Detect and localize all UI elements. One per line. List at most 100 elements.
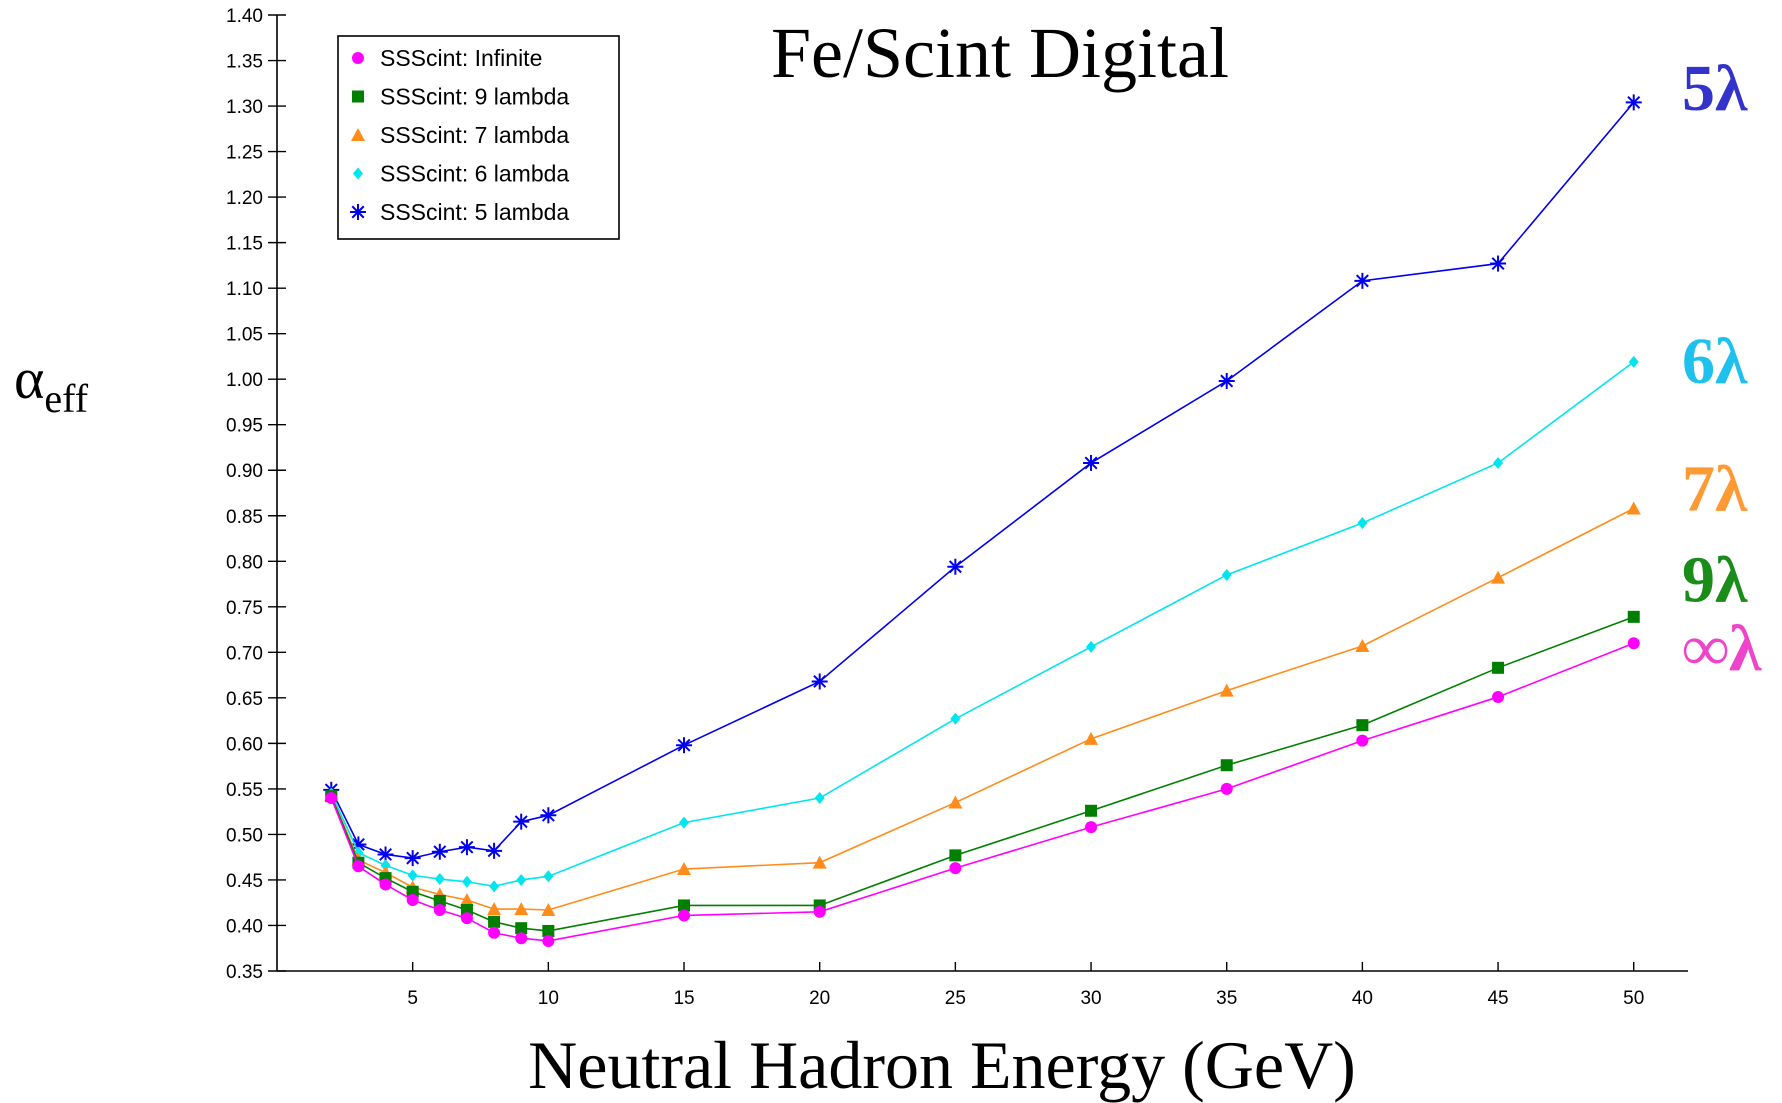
data-point xyxy=(1490,255,1507,272)
data-point xyxy=(1083,454,1100,471)
y-axis-label-sub: eff xyxy=(44,376,88,421)
data-point xyxy=(488,926,501,939)
data-point xyxy=(1354,272,1371,289)
y-tick-label: 0.45 xyxy=(226,871,263,892)
data-point xyxy=(1356,719,1369,732)
legend-label: SSScint: 6 lambda xyxy=(380,161,569,187)
y-tick-label: 1.20 xyxy=(226,188,263,209)
series-line xyxy=(330,616,1635,932)
data-point xyxy=(461,875,472,888)
data-point xyxy=(458,839,475,856)
data-point xyxy=(1220,759,1233,772)
series-line xyxy=(330,507,1635,911)
legend-marker xyxy=(352,90,364,103)
x-tick-label: 45 xyxy=(1487,988,1508,1009)
legend-marker xyxy=(350,204,366,220)
data-point xyxy=(513,813,530,830)
data-point xyxy=(542,934,555,947)
y-tick-label: 0.75 xyxy=(226,598,263,619)
data-point xyxy=(949,862,962,875)
data-point xyxy=(1221,568,1232,581)
data-point xyxy=(1086,640,1097,653)
data-point xyxy=(514,902,529,916)
data-point xyxy=(949,849,962,862)
y-tick-label: 1.10 xyxy=(226,279,263,300)
data-point xyxy=(1219,683,1234,697)
data-point xyxy=(1626,501,1641,515)
data-point xyxy=(1493,456,1504,469)
data-point xyxy=(1355,638,1370,652)
data-point xyxy=(433,894,446,907)
x-tick-label: 5 xyxy=(407,988,418,1009)
data-point xyxy=(516,873,527,886)
data-point xyxy=(677,862,692,876)
annotation-label: 5λ xyxy=(1682,52,1748,125)
series-six xyxy=(326,355,1639,893)
y-tick-label: 1.15 xyxy=(226,234,263,255)
data-point xyxy=(352,860,365,873)
data-point xyxy=(540,807,557,824)
y-axis-label: αeff xyxy=(14,346,89,421)
data-point xyxy=(515,932,528,945)
data-point xyxy=(325,792,338,805)
data-point xyxy=(679,816,690,829)
data-point xyxy=(812,855,827,869)
annotation-label: 7λ xyxy=(1682,452,1748,525)
y-tick-label: 0.50 xyxy=(226,825,263,846)
annotation-label: ∞λ xyxy=(1682,612,1762,685)
data-point xyxy=(515,922,528,935)
data-point xyxy=(814,792,825,805)
x-tick-label: 20 xyxy=(809,988,830,1009)
series-infinite xyxy=(325,637,1640,947)
y-tick-label: 0.35 xyxy=(226,962,263,983)
data-point xyxy=(1085,821,1098,834)
data-point xyxy=(950,712,961,725)
legend-label: SSScint: Infinite xyxy=(380,45,542,71)
data-point xyxy=(1627,637,1640,650)
series-nine xyxy=(325,610,1640,937)
legend-label: SSScint: 5 lambda xyxy=(380,199,569,225)
data-point xyxy=(1492,661,1505,674)
y-tick-label: 0.70 xyxy=(226,643,263,664)
y-tick-label: 1.05 xyxy=(226,325,263,346)
y-tick-label: 1.00 xyxy=(226,370,263,391)
data-point xyxy=(431,843,448,860)
series-line xyxy=(330,642,1635,942)
data-point xyxy=(1625,94,1642,111)
series-seven xyxy=(324,501,1641,916)
data-point xyxy=(433,903,446,916)
x-tick-label: 50 xyxy=(1623,988,1644,1009)
y-tick-label: 0.55 xyxy=(226,780,263,801)
data-point xyxy=(486,842,503,859)
data-point xyxy=(460,912,473,925)
data-point xyxy=(541,902,556,916)
data-point xyxy=(1492,690,1505,703)
legend-label: SSScint: 9 lambda xyxy=(380,84,569,110)
data-point xyxy=(1218,373,1235,390)
x-axis-label: Neutral Hadron Energy (GeV) xyxy=(528,1027,1356,1103)
y-tick-label: 0.40 xyxy=(226,916,263,937)
data-point xyxy=(487,902,502,916)
axes xyxy=(276,15,1688,972)
y-tick-label: 0.95 xyxy=(226,416,263,437)
data-point xyxy=(380,859,391,872)
legend-box xyxy=(337,35,620,240)
series-layer xyxy=(323,94,1642,947)
annotation-label: 6λ xyxy=(1682,325,1748,398)
x-tick-label: 30 xyxy=(1080,988,1101,1009)
data-point xyxy=(379,878,392,891)
x-tick-label: 15 xyxy=(673,988,694,1009)
y-tick-label: 0.60 xyxy=(226,734,263,755)
data-point xyxy=(489,880,500,893)
y-tick-label: 0.85 xyxy=(226,507,263,528)
data-point xyxy=(543,870,554,883)
y-axis-label-main: α xyxy=(14,346,44,411)
data-point xyxy=(542,924,555,937)
data-point xyxy=(1491,570,1506,584)
y-tick-label: 0.80 xyxy=(226,552,263,573)
data-point xyxy=(947,558,964,575)
data-point xyxy=(678,909,691,922)
x-tick-label: 10 xyxy=(538,988,559,1009)
data-point xyxy=(488,915,501,928)
